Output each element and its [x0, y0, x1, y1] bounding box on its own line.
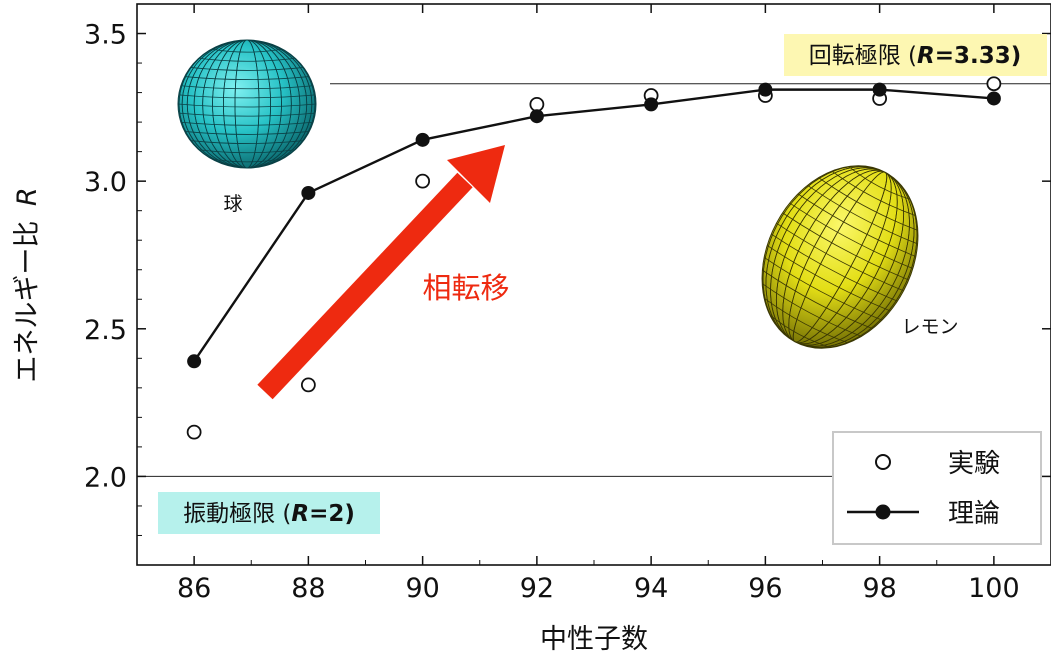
experiment-point	[186, 424, 202, 440]
legend-experiment-label: 実験	[948, 449, 1000, 479]
x-tick-label: 96	[748, 573, 782, 604]
legend-experiment-marker	[875, 454, 891, 470]
theory-point	[529, 109, 544, 124]
x-tick-label: 100	[968, 573, 1020, 604]
theory-point	[301, 185, 316, 200]
theory-point	[872, 82, 887, 97]
svg-text:エネルギー比 R: エネルギー比 R	[12, 187, 43, 382]
x-tick-label: 86	[177, 573, 211, 604]
theory-point	[986, 91, 1001, 106]
experiment-point	[300, 377, 316, 393]
lemon-illustration	[761, 165, 919, 349]
legend-theory-label: 理論	[948, 499, 1000, 529]
y-axis-label-var: R	[12, 187, 43, 206]
theory-point	[644, 97, 659, 112]
x-tick-label: 92	[520, 573, 554, 604]
y-tick-label: 3.0	[84, 167, 127, 198]
lemon-label: レモン	[901, 316, 958, 338]
y-tick-label: 3.5	[84, 20, 127, 51]
x-axis-ticks: 86 88 90 92 94 96 98 100	[136, 4, 1051, 604]
phase-transition-label: 相転移	[422, 271, 509, 305]
legend-theory-marker	[875, 504, 891, 520]
rotation-limit-label-box	[784, 34, 1047, 76]
x-tick-label: 98	[862, 573, 896, 604]
x-tick-label: 90	[405, 573, 439, 604]
vibration-limit-label-box	[158, 492, 380, 534]
experiment-point	[529, 96, 545, 112]
rotation-limit-label: 回転極限 (R=3.33)	[809, 43, 1022, 69]
vibration-limit-label: 振動極限 (R=2)	[183, 501, 355, 527]
y-axis-label-main: エネルギー比	[12, 221, 43, 383]
theory-point	[415, 132, 430, 147]
y-axis-label: エネルギー比 R	[12, 187, 43, 382]
theory-series-line	[193, 88, 994, 362]
x-tick-label: 88	[291, 573, 325, 604]
theory-point	[758, 82, 773, 97]
y-tick-label: 2.5	[84, 315, 127, 346]
y-axis-ticks: 2.0 2.5 3.0 3.5	[84, 20, 1051, 536]
theory-series	[187, 82, 1001, 369]
experiment-point	[415, 173, 431, 189]
theory-point	[187, 354, 202, 369]
x-tick-label: 94	[634, 573, 668, 604]
phase-transition-arrow	[257, 145, 505, 400]
x-axis-label: 中性子数	[540, 624, 648, 655]
experiment-point	[986, 76, 1002, 92]
sphere-illustration	[177, 39, 317, 169]
y-tick-label: 2.0	[84, 462, 127, 493]
sphere-label: 球	[223, 193, 242, 215]
legend: 実験 理論	[832, 431, 1042, 545]
